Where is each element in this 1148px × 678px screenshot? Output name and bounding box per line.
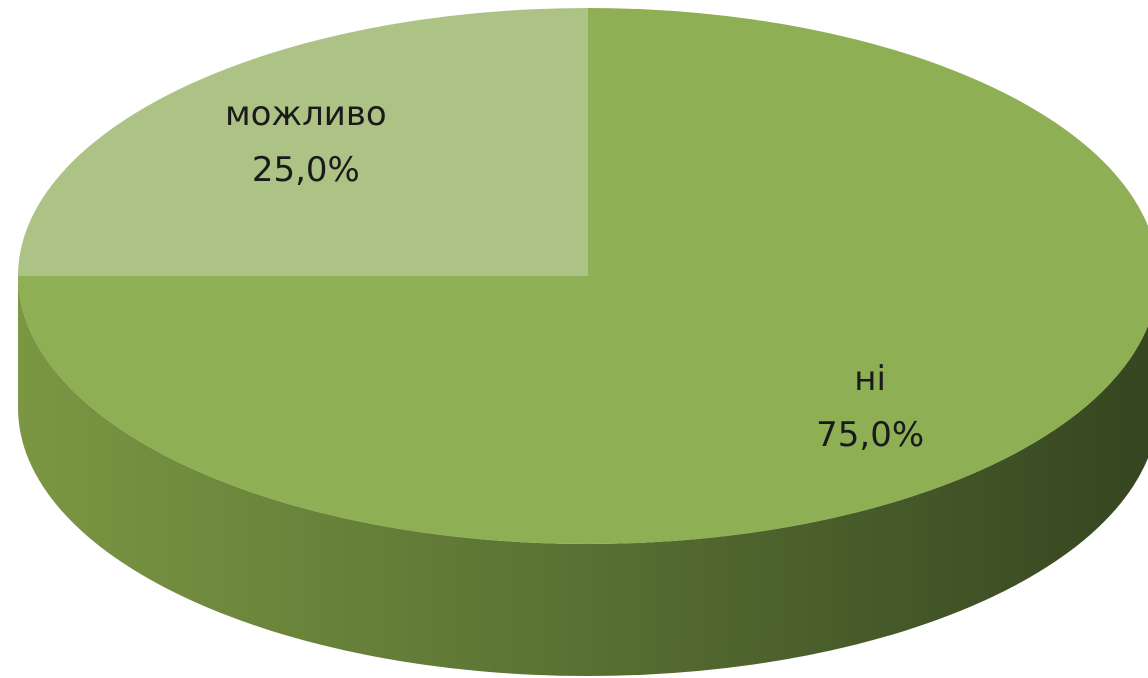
slice-label: ні — [854, 359, 886, 399]
value-label: 25,0% — [252, 150, 360, 190]
pie-slice — [18, 8, 588, 276]
pie-side — [18, 276, 1148, 676]
pie-slice — [18, 8, 1148, 544]
slice-label: можливо — [225, 94, 387, 134]
value-label: 75,0% — [816, 415, 924, 455]
